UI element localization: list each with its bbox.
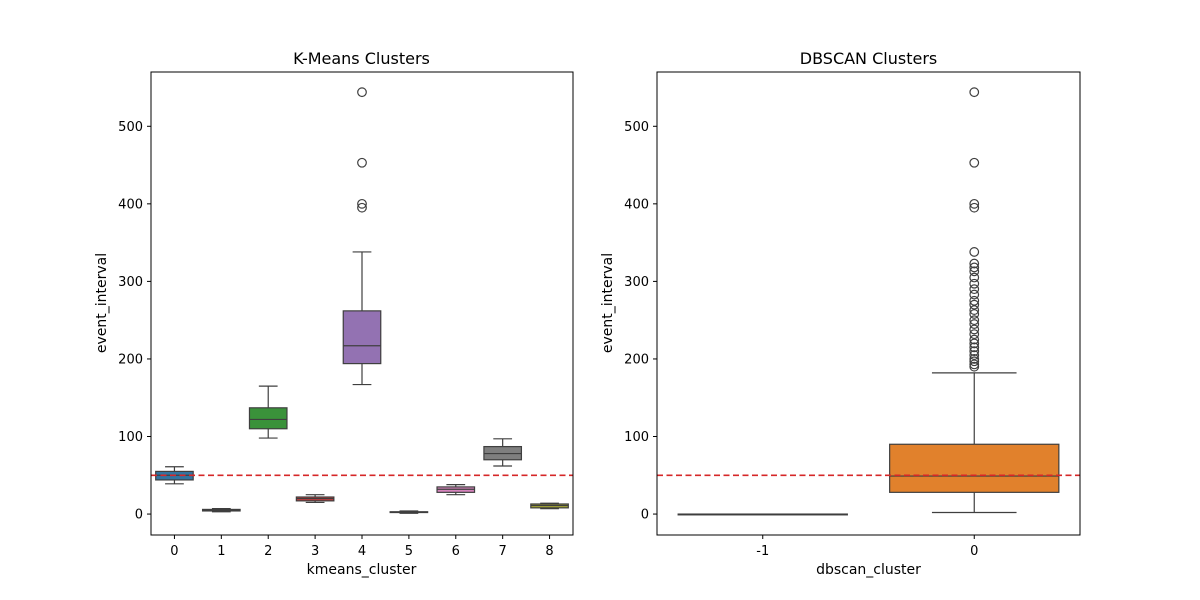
outlier-point xyxy=(969,338,980,349)
outlier-point xyxy=(969,319,980,329)
outlier-point xyxy=(969,350,980,360)
kmeans-y-tick-label: 0 xyxy=(135,508,143,523)
outlier-point xyxy=(969,157,980,168)
kmeans-y-tick-label: 500 xyxy=(118,120,143,135)
kmeans-y-tick-label: 200 xyxy=(118,352,143,367)
kmeans-box-cluster-3 xyxy=(295,494,335,504)
dbscan-y-tick-label: 0 xyxy=(641,508,649,523)
dbscan-y-tick-label: 100 xyxy=(624,430,649,445)
outlier-point xyxy=(969,278,980,289)
dbscan-x-tick-label: 0 xyxy=(970,544,978,559)
outlier-point xyxy=(969,324,980,335)
box-body xyxy=(889,443,1060,493)
outlier-point xyxy=(969,346,980,357)
outlier-point xyxy=(357,87,367,98)
kmeans-x-tick-label: 0 xyxy=(170,544,178,559)
kmeans-panel: K-Means Clusters kmeans_cluster event_in… xyxy=(94,49,574,578)
outlier-point xyxy=(969,295,980,306)
kmeans-box-cluster-7 xyxy=(483,438,523,467)
kmeans-box-cluster-8 xyxy=(530,502,569,510)
outlier-point xyxy=(969,299,980,310)
dbscan-y-tick-label: 500 xyxy=(624,120,649,135)
dbscan-y-tick-label: 400 xyxy=(624,197,649,212)
kmeans-y-tick-label: 400 xyxy=(118,197,143,212)
outlier-point xyxy=(969,329,980,340)
kmeans-y-tick-label: 300 xyxy=(118,275,143,290)
kmeans-chart-title: K-Means Clusters xyxy=(293,49,430,68)
outlier-point xyxy=(969,359,980,370)
kmeans-box-cluster-2 xyxy=(248,385,288,439)
kmeans-y-tick-label: 100 xyxy=(118,430,143,445)
outlier-point xyxy=(357,198,367,209)
kmeans-x-tick-label: 6 xyxy=(452,544,460,559)
kmeans-y-axis-label: event_interval xyxy=(94,253,110,353)
kmeans-plot-frame xyxy=(150,71,574,536)
kmeans-x-tick-label: 2 xyxy=(264,544,272,559)
dbscan-y-axis-label: event_interval xyxy=(600,253,616,353)
dbscan-box-cluster--1 xyxy=(677,513,848,516)
kmeans-x-tick-label: 7 xyxy=(499,544,507,559)
outlier-point xyxy=(357,157,367,168)
kmeans-x-tick-label: 5 xyxy=(405,544,413,559)
kmeans-box-cluster-1 xyxy=(201,508,241,513)
box-body xyxy=(342,310,382,365)
outlier-point xyxy=(969,305,980,315)
outlier-point xyxy=(969,198,980,209)
dbscan-chart-title: DBSCAN Clusters xyxy=(800,49,937,68)
outlier-point xyxy=(969,262,980,273)
kmeans-x-tick-label: 3 xyxy=(311,544,319,559)
kmeans-x-tick-label: 8 xyxy=(545,544,553,559)
kmeans-box-cluster-6 xyxy=(436,483,476,496)
outlier-point xyxy=(969,87,980,98)
kmeans-box-cluster-4 xyxy=(342,87,382,386)
dbscan-x-axis-label: dbscan_cluster xyxy=(816,562,921,578)
dbscan-plot-frame xyxy=(656,71,1081,536)
kmeans-x-tick-label: 1 xyxy=(217,544,225,559)
outlier-point xyxy=(969,309,980,319)
outlier-point xyxy=(969,354,980,364)
outlier-point xyxy=(969,315,980,326)
dbscan-x-tick-label: -1 xyxy=(756,544,769,559)
outlier-point xyxy=(969,258,980,269)
outlier-point xyxy=(357,202,367,213)
outlier-point xyxy=(969,334,980,345)
kmeans-x-axis-label: kmeans_cluster xyxy=(307,562,417,578)
dbscan-box-cluster-0 xyxy=(889,87,1060,514)
dbscan-y-tick-label: 300 xyxy=(624,275,649,290)
kmeans-x-tick-label: 4 xyxy=(358,544,366,559)
dbscan-y-tick-label: 200 xyxy=(624,352,649,367)
outlier-point xyxy=(969,266,980,277)
outlier-point xyxy=(969,202,980,213)
outlier-point xyxy=(969,272,980,283)
box-body xyxy=(248,407,288,430)
outlier-point xyxy=(969,289,980,300)
kmeans-box-cluster-5 xyxy=(389,510,429,514)
outlier-point xyxy=(969,284,980,295)
outlier-point xyxy=(969,247,980,257)
outlier-point xyxy=(969,342,980,353)
dbscan-panel: DBSCAN Clusters dbscan_cluster event_int… xyxy=(600,49,1081,578)
